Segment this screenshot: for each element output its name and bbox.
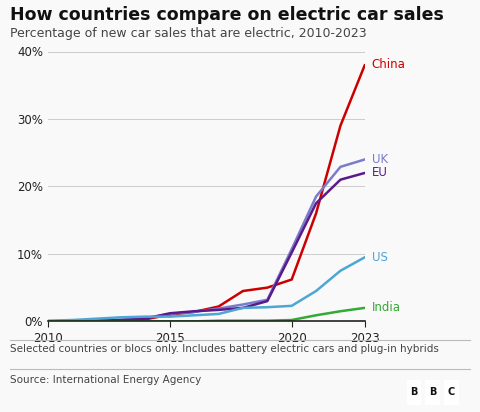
FancyBboxPatch shape (425, 380, 440, 405)
Text: India: India (372, 301, 401, 314)
Text: Source: International Energy Agency: Source: International Energy Agency (10, 375, 201, 385)
FancyBboxPatch shape (407, 380, 421, 405)
Text: EU: EU (372, 166, 388, 180)
Text: B: B (429, 387, 436, 398)
Text: Percentage of new car sales that are electric, 2010-2023: Percentage of new car sales that are ele… (10, 27, 366, 40)
Text: Selected countries or blocs only. Includes battery electric cars and plug-in hyb: Selected countries or blocs only. Includ… (10, 344, 438, 354)
Text: UK: UK (372, 153, 388, 166)
Text: China: China (372, 59, 406, 72)
Text: How countries compare on electric car sales: How countries compare on electric car sa… (10, 6, 444, 24)
FancyBboxPatch shape (444, 380, 459, 405)
Text: B: B (410, 387, 418, 398)
Text: US: US (372, 251, 388, 264)
Text: C: C (448, 387, 455, 398)
